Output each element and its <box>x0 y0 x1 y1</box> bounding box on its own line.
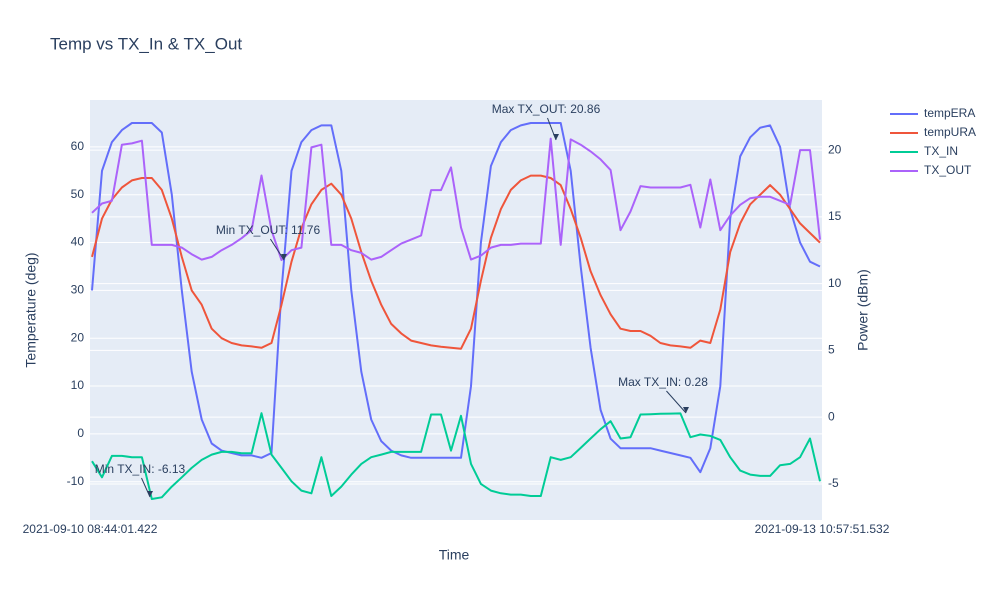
y-tick-label: 0 <box>77 426 84 440</box>
annotation-arrowhead <box>683 407 689 413</box>
y-tick-label: 50 <box>71 187 85 201</box>
y-tick-label: 30 <box>71 283 85 297</box>
legend-label: TX_IN <box>924 144 958 158</box>
y2-tick-label: 0 <box>828 409 835 423</box>
series-line <box>91 137 821 262</box>
y2-tick-label: 5 <box>828 343 835 357</box>
annotation: Max TX_OUT: 20.86 <box>492 102 601 116</box>
y-tick-label: 60 <box>71 139 85 153</box>
y-tick-label: 40 <box>71 235 85 249</box>
annotation-arrowhead <box>553 134 559 140</box>
y-tick-label: -10 <box>67 474 85 488</box>
annotation-arrow <box>666 390 687 414</box>
plot-area <box>90 100 822 520</box>
y-axis-title: Temperature (deg) <box>23 252 39 367</box>
y-tick-label: 20 <box>71 330 85 344</box>
x-tick-label: 2021-09-10 08:44:01.422 <box>23 522 158 536</box>
annotation-arrow <box>269 238 285 261</box>
annotation-arrowhead <box>281 254 287 260</box>
series-line <box>91 122 821 474</box>
annotation: Max TX_IN: 0.28 <box>618 375 708 389</box>
series-line <box>91 174 821 350</box>
y2-tick-label: 15 <box>828 209 842 223</box>
y2-axis-title: Power (dBm) <box>855 269 871 351</box>
annotation-arrowhead <box>147 491 153 497</box>
y2-tick-label: -5 <box>828 476 839 490</box>
x-axis-title: Time <box>439 547 470 563</box>
y2-tick-label: 20 <box>828 142 842 156</box>
chart-title: Temp vs TX_In & TX_Out <box>50 34 242 53</box>
legend-label: TX_OUT <box>924 163 972 177</box>
legend-label: tempERA <box>924 106 975 120</box>
series-line <box>91 412 821 500</box>
annotation: Min TX_OUT: 11.76 <box>216 223 321 237</box>
y2-tick-label: 10 <box>828 276 842 290</box>
y-tick-label: 10 <box>71 378 85 392</box>
legend-label: tempURA <box>924 125 976 139</box>
annotation: Min TX_IN: -6.13 <box>95 462 186 476</box>
x-tick-label: 2021-09-13 10:57:51.532 <box>755 522 890 536</box>
